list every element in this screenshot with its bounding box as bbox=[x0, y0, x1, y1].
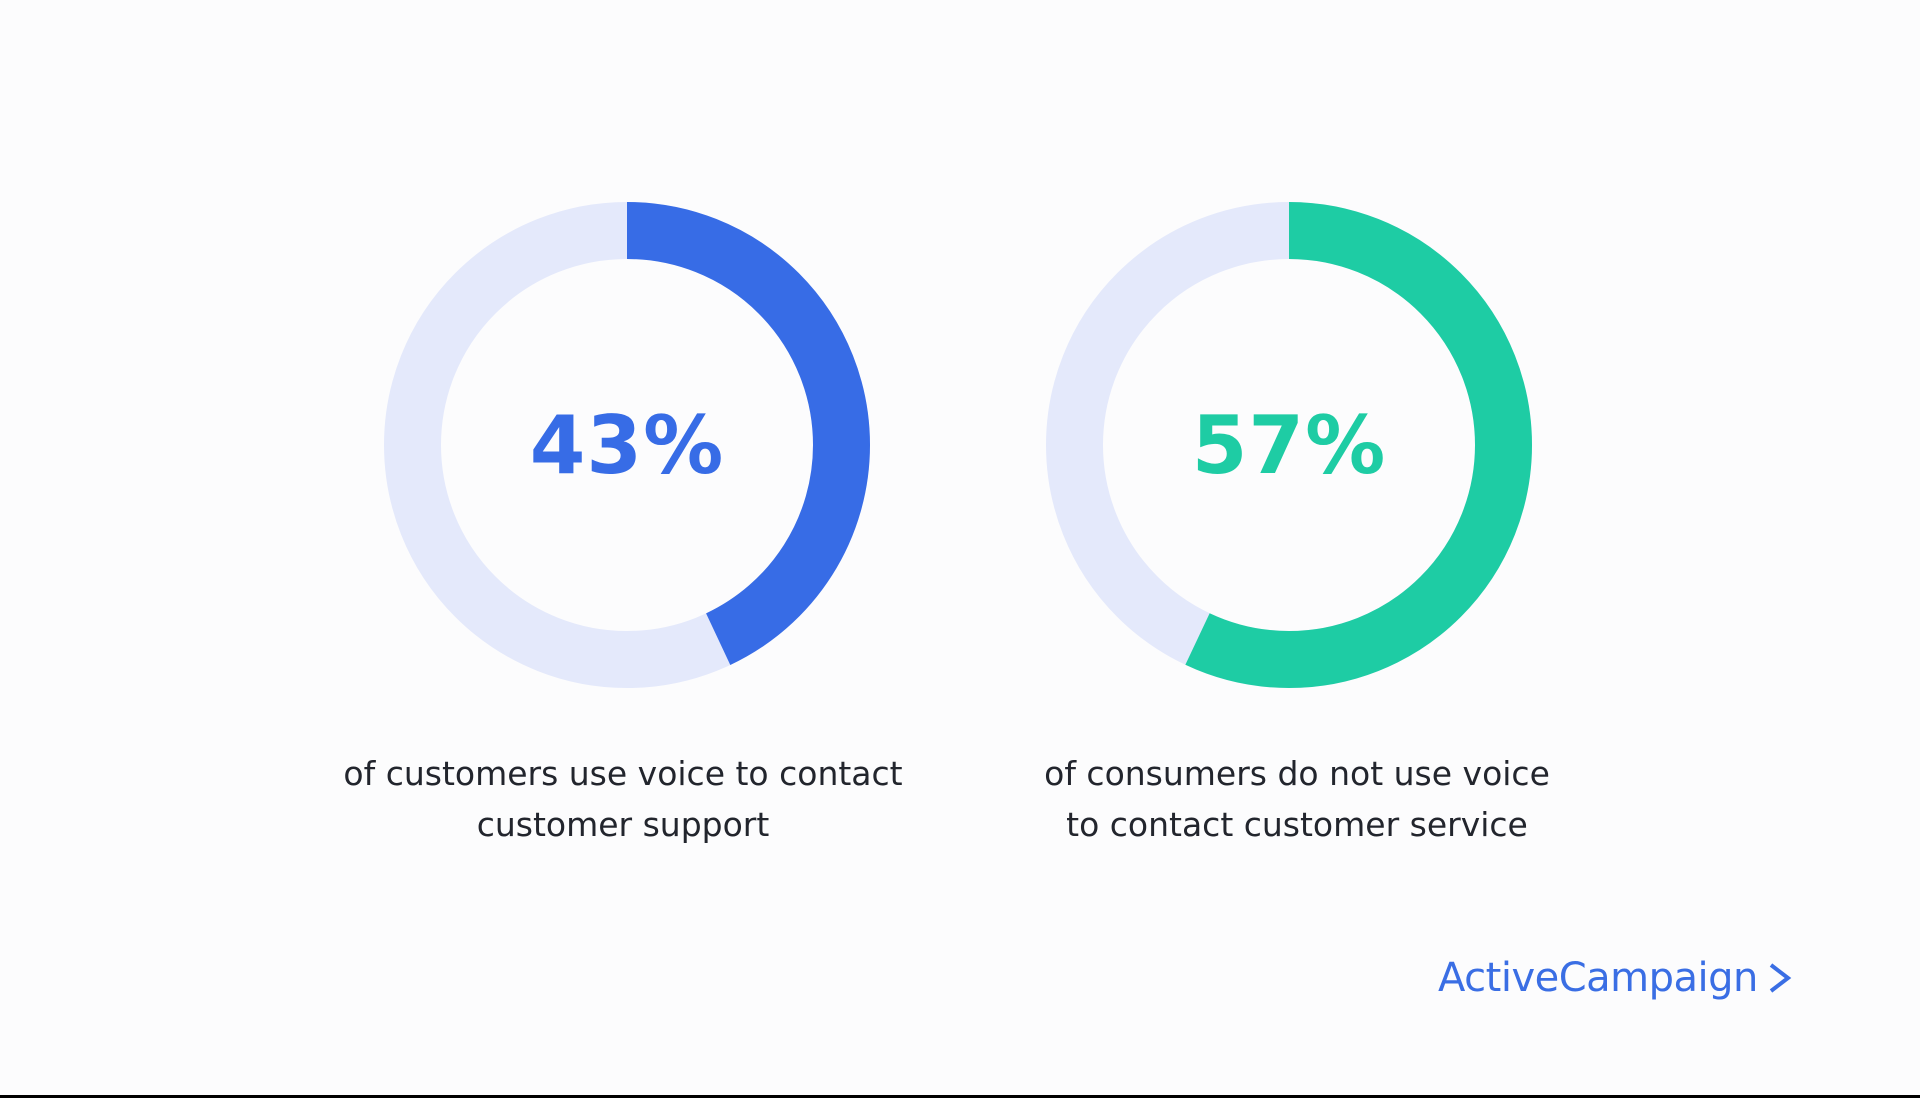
donut-arc-43 bbox=[384, 202, 870, 688]
donut-arc-57 bbox=[1046, 202, 1532, 688]
caption-line: of consumers do not use voice bbox=[1044, 754, 1550, 793]
caption-line: customer support bbox=[476, 805, 770, 844]
bottom-border bbox=[0, 1095, 1920, 1098]
chevron-right-icon bbox=[1769, 963, 1792, 993]
donut-ring bbox=[384, 202, 870, 688]
percent-label: 43% bbox=[529, 398, 725, 492]
donut-chart-consumers-no-voice: 57% bbox=[1044, 200, 1534, 690]
activecampaign-logo: ActiveCampaign bbox=[1438, 955, 1792, 1001]
percent-label: 57% bbox=[1191, 398, 1387, 492]
donut-chart-customers-use-voice: 43% bbox=[382, 200, 872, 690]
donut-ring bbox=[1046, 202, 1532, 688]
caption-line: to contact customer service bbox=[1066, 805, 1528, 844]
caption-right: of consumers do not use voice to contact… bbox=[987, 748, 1607, 850]
brand-name: ActiveCampaign bbox=[1438, 955, 1758, 1001]
caption-line: of customers use voice to contact bbox=[343, 754, 903, 793]
caption-left: of customers use voice to contact custom… bbox=[313, 748, 933, 850]
